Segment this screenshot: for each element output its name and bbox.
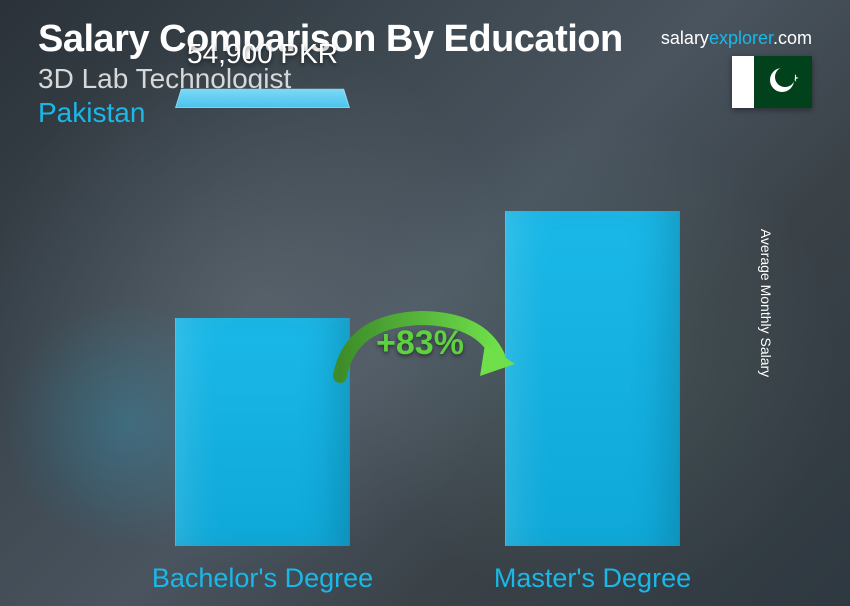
flag-stripe <box>732 56 754 108</box>
brand-pre: salary <box>661 28 709 48</box>
bar-front-face <box>505 211 680 546</box>
delta-indicator: +83% <box>320 306 520 396</box>
country-flag: ★ <box>732 56 812 108</box>
bar-category-label: Master's Degree <box>443 563 743 594</box>
country-label: Pakistan <box>38 97 812 129</box>
flag-star-icon: ★ <box>788 72 800 85</box>
bar-chart: 54,900 PKR Bachelor's Degree 101,000 PKR… <box>0 156 850 606</box>
bar-masters: 101,000 PKR Master's Degree <box>505 211 680 546</box>
bar-shape <box>505 211 680 546</box>
bar-value-label: 54,900 PKR <box>133 38 393 70</box>
percent-change: +83% <box>376 324 464 363</box>
bar-category-label: Bachelor's Degree <box>113 563 413 594</box>
chart-container: Salary Comparison By Education 3D Lab Te… <box>0 0 850 606</box>
brand-logo: salaryexplorer.com <box>661 28 812 49</box>
flag-field: ★ <box>754 56 812 108</box>
brand-post: .com <box>773 28 812 48</box>
bar-top-face-wrap <box>175 72 350 108</box>
brand-mid: explorer <box>709 28 773 48</box>
bar-top-face <box>175 89 350 108</box>
